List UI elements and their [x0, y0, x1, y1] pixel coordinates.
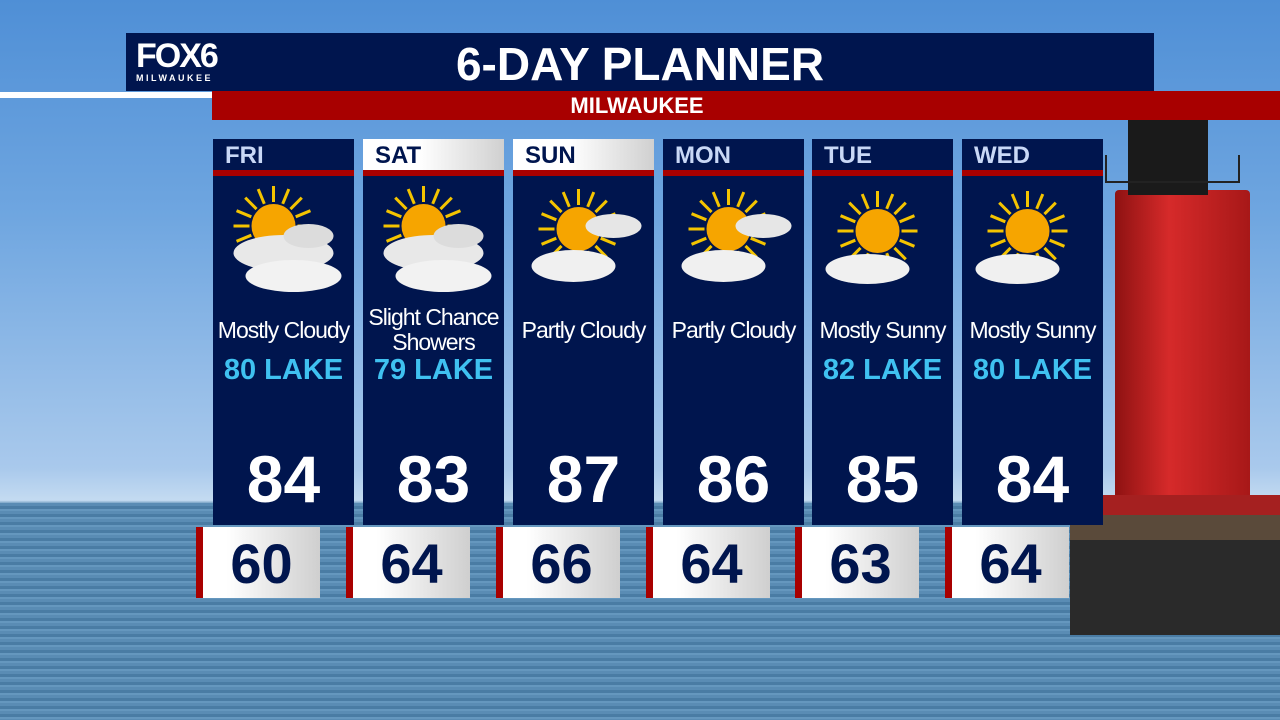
divider	[0, 92, 212, 98]
mostly-cloudy-icon	[363, 176, 504, 306]
lake-temp	[663, 354, 804, 394]
day-column-fri: FRI Mostly Cloudy 80 LAKE 84	[213, 139, 354, 525]
high-temp: 85	[845, 442, 920, 516]
condition-text: Partly Cloudy	[521, 316, 647, 343]
day-label: SUN	[513, 139, 654, 170]
mostly-sunny-icon	[962, 176, 1103, 306]
location-subtitle: MILWAUKEE	[212, 91, 1280, 120]
day-column-sat: SAT Slight Chance Showers 79 LAKE 83	[363, 139, 504, 525]
low-temp: 60	[196, 527, 320, 598]
partly-cloudy-icon	[513, 176, 654, 306]
day-label: TUE	[824, 142, 872, 169]
logo-main: FOX6	[136, 37, 219, 75]
high-temp: 86	[696, 442, 771, 516]
logo-sub: MILWAUKEE	[136, 73, 214, 83]
red-stripe	[363, 170, 504, 176]
low-temp: 64	[945, 527, 1069, 598]
mostly-cloudy-icon	[213, 176, 354, 306]
day-column-sun: SUN Partly Cloudy 87	[513, 139, 654, 525]
partly-cloudy-icon	[663, 176, 804, 306]
day-label: SAT	[363, 139, 504, 170]
condition-text: Mostly Sunny	[819, 316, 946, 343]
day-column-tue: TUE Mostly Sunny 82 LAKE 85	[812, 139, 953, 525]
page-title: 6-DAY PLANNER	[455, 38, 825, 90]
high-temp: 87	[546, 442, 621, 516]
red-stripe	[962, 170, 1103, 176]
title-bar: FOX6 MILWAUKEE 6-DAY PLANNER	[126, 33, 1154, 91]
condition-text: Slight Chance Showers	[368, 304, 499, 355]
high-temp: 84	[246, 442, 321, 516]
low-temp: 64	[346, 527, 470, 598]
day-column-mon: MON Partly Cloudy 86	[663, 139, 804, 525]
condition-text: Mostly Sunny	[969, 316, 1096, 343]
red-stripe	[213, 170, 354, 176]
mostly-sunny-icon	[812, 176, 953, 306]
day-label: WED	[974, 142, 1030, 169]
pier	[1070, 495, 1280, 635]
lake-temp: 80 LAKE	[223, 354, 344, 386]
condition-text: Partly Cloudy	[671, 316, 797, 343]
day-column-wed: WED Mostly Sunny 80 LAKE 84	[962, 139, 1103, 525]
low-temp: 63	[795, 527, 919, 598]
low-temp: 64	[646, 527, 770, 598]
red-stripe	[513, 170, 654, 176]
low-temp: 66	[496, 527, 620, 598]
lake-temp	[513, 354, 654, 394]
red-stripe	[812, 170, 953, 176]
day-label: FRI	[225, 142, 264, 169]
lighthouse	[1115, 190, 1250, 510]
lighthouse-gallery	[1105, 155, 1240, 183]
lake-temp: 80 LAKE	[972, 354, 1093, 386]
high-temp: 84	[995, 442, 1070, 516]
day-label: MON	[675, 142, 731, 169]
red-stripe	[663, 170, 804, 176]
fox6-logo: FOX6 MILWAUKEE	[136, 37, 219, 83]
lake-temp: 82 LAKE	[822, 354, 943, 386]
high-temp: 83	[396, 442, 471, 516]
condition-text: Mostly Cloudy	[217, 316, 350, 343]
lake-temp: 79 LAKE	[373, 354, 494, 386]
